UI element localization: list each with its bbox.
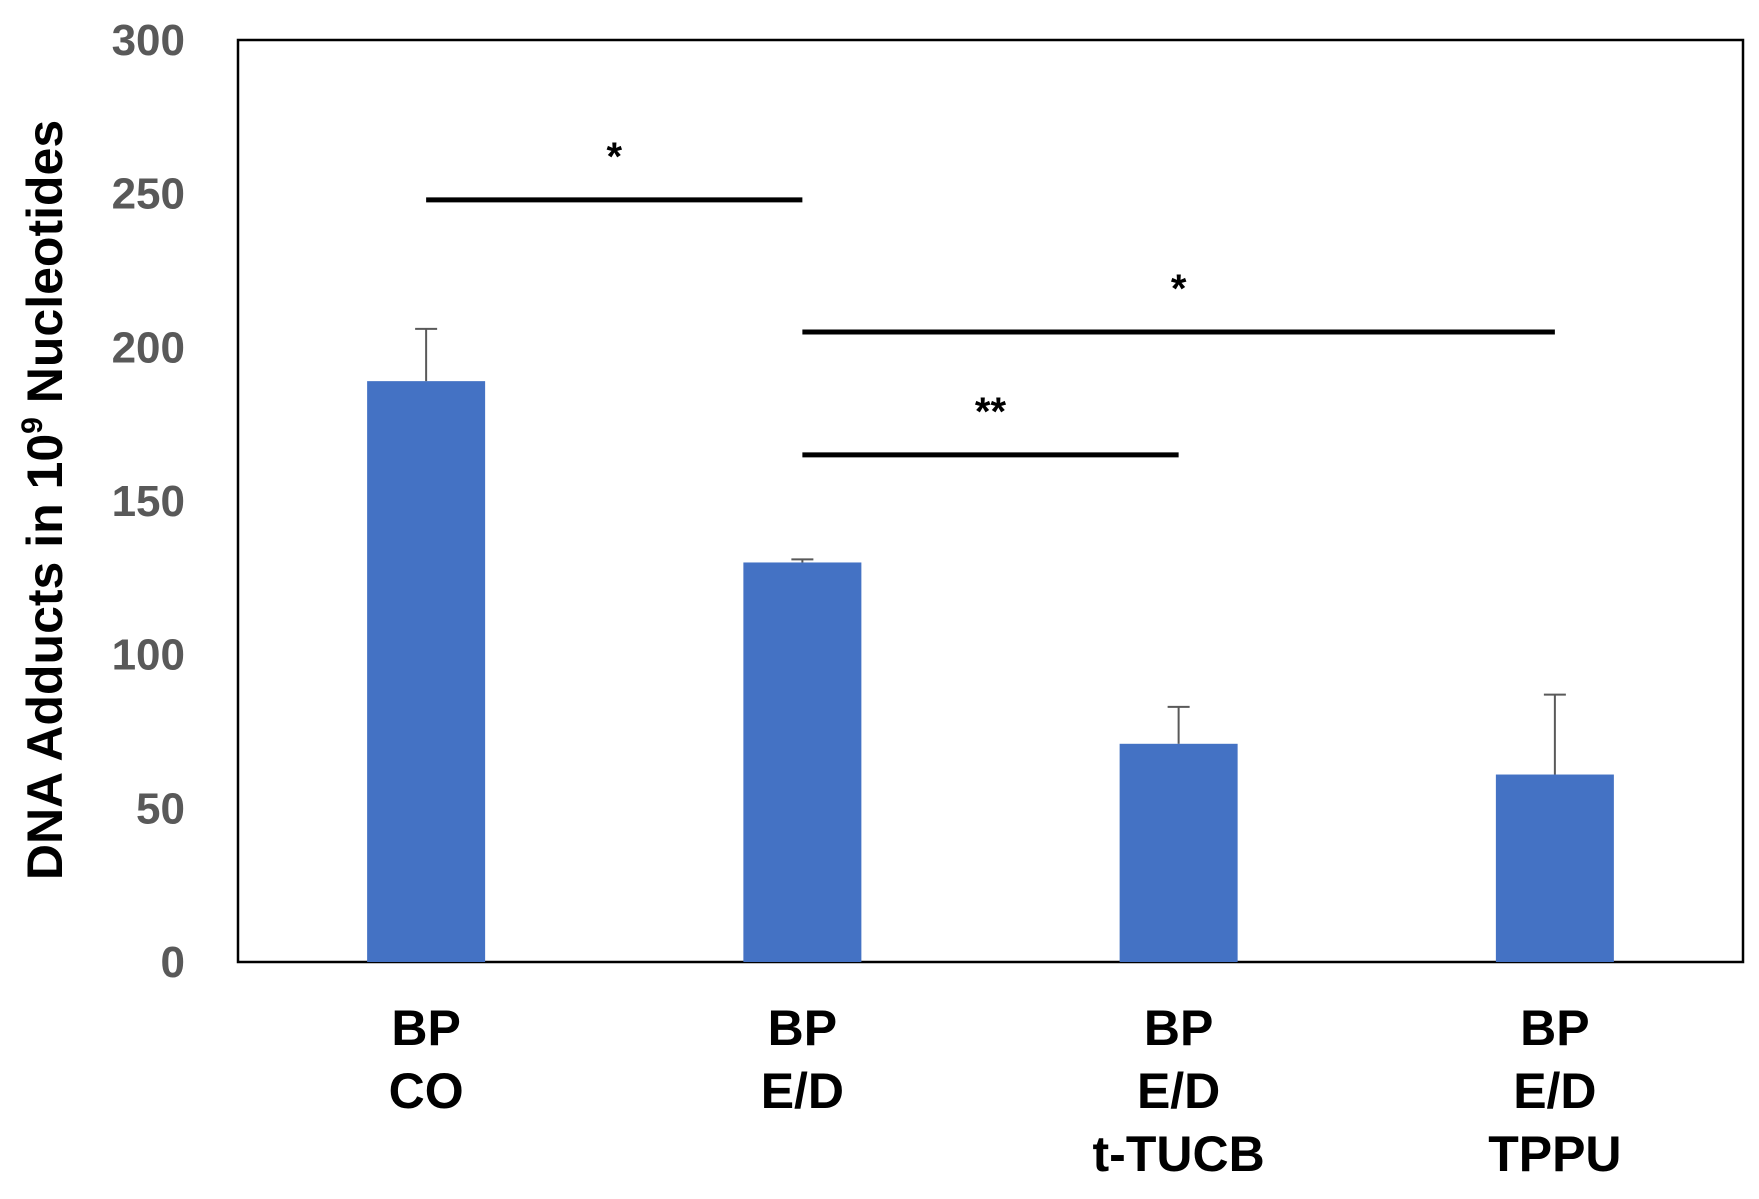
x-category-label: BP [1520, 1000, 1589, 1056]
error-bars [415, 327, 1566, 775]
plot-area-frame [236, 38, 1745, 964]
significance-label: ** [975, 390, 1007, 434]
bar [743, 562, 862, 962]
y-axis-label-prefix: DNA Adducts in 10 [17, 434, 73, 880]
significance-label: * [1171, 267, 1187, 311]
x-category-label: BP [768, 1000, 837, 1056]
y-tick-label: 250 [112, 170, 185, 219]
significance-label: * [606, 135, 622, 179]
bar [1119, 743, 1238, 962]
significance-brackets: **** [426, 135, 1555, 458]
x-category-label: E/D [1513, 1063, 1596, 1119]
y-tick-label: 50 [136, 784, 185, 833]
y-axis-label: DNA Adducts in 109 Nucleotides [16, 120, 73, 880]
x-category-label: TPPU [1488, 1126, 1621, 1182]
x-category-label: BP [391, 1000, 460, 1056]
x-category-label: E/D [761, 1063, 844, 1119]
x-category-label: CO [389, 1063, 464, 1119]
y-tick-label: 100 [112, 631, 185, 680]
bar [367, 381, 486, 962]
y-axis-ticks: 0 50 100 150 200 250 300 [112, 16, 185, 987]
x-axis-categories: BP CO BP E/D BP E/D t-TUCB BP E/D TPPU [389, 1000, 1622, 1182]
y-axis-label-suffix: Nucleotides [17, 120, 73, 417]
y-axis-label-superscript: 9 [16, 417, 49, 434]
y-tick-label: 150 [112, 477, 185, 526]
y-tick-label: 200 [112, 323, 185, 372]
y-tick-label: 0 [161, 938, 185, 987]
bar [1495, 774, 1614, 962]
bars [367, 381, 1614, 962]
x-category-label: E/D [1137, 1063, 1220, 1119]
x-category-label: BP [1144, 1000, 1213, 1056]
y-tick-label: 300 [112, 16, 185, 65]
x-category-label: t-TUCB [1093, 1126, 1265, 1182]
